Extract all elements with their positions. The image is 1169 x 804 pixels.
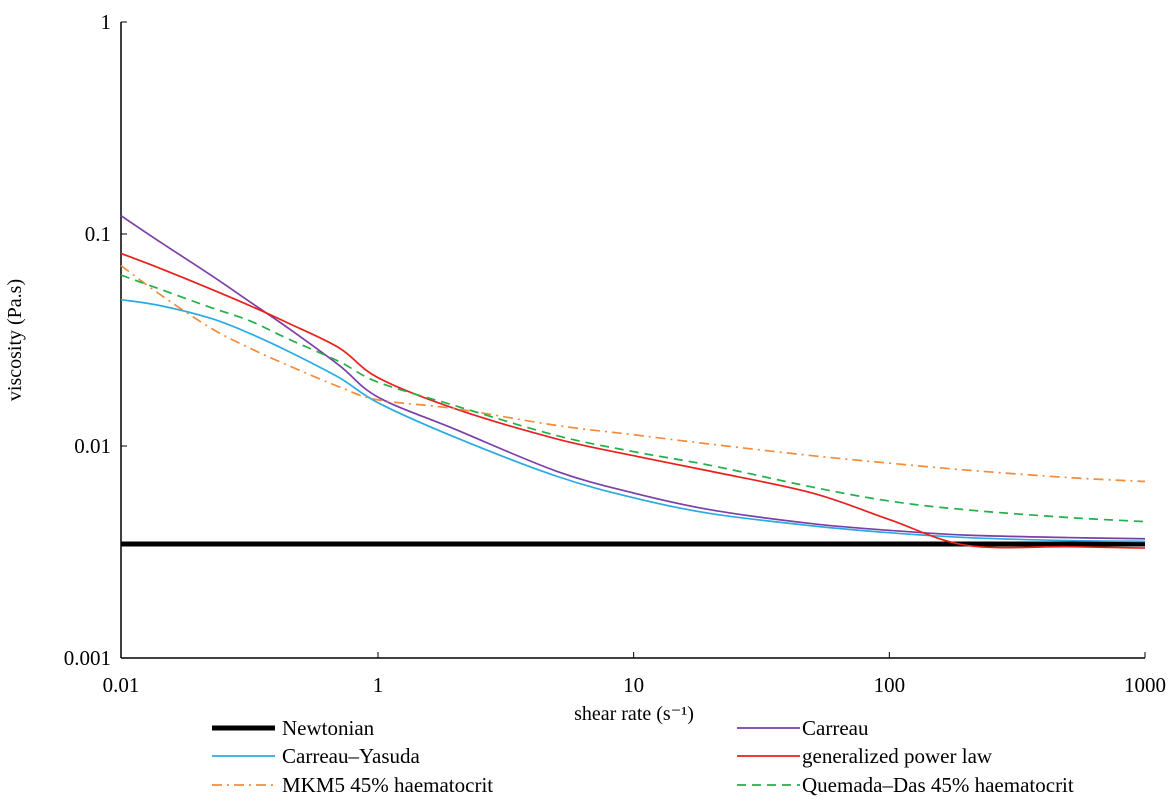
x-axis-title: shear rate (s⁻¹) [574, 703, 694, 725]
legend-item: generalized power law [737, 744, 993, 768]
series-line-carreau-yasuda [120, 298, 1146, 543]
y-tick-label: 0.001 [64, 646, 111, 670]
legend-label: Quemada–Das 45% haematocrit [802, 773, 1074, 797]
legend-label: Carreau–Yasuda [282, 744, 421, 768]
y-tick-labels: 1 0.1 0.01 0.001 [64, 10, 127, 670]
y-tick-label: 1 [101, 10, 112, 34]
legend-label: Carreau [802, 716, 869, 740]
series-line-mkm5-45-haematocrit [120, 264, 1146, 483]
x-tick-label: 10 [623, 673, 644, 697]
legend-item: Quemada–Das 45% haematocrit [737, 773, 1074, 797]
series-line-quemada-das-45-haematocrit [120, 274, 1146, 523]
y-axis-title: viscosity (Pa.s) [4, 279, 26, 401]
legend-item: Newtonian [212, 716, 375, 740]
legend: Newtonian Carreau Carreau–Yasuda generalize… [212, 716, 1074, 797]
x-tick-label: 0.01 [103, 673, 140, 697]
legend-label: Newtonian [282, 716, 375, 740]
x-tick-label: 1000 [1124, 673, 1166, 697]
x-tick-labels: 0.01 1 10 100 1000 [103, 652, 1166, 697]
legend-item: MKM5 45% haematocrit [212, 773, 493, 797]
axes [120, 22, 1145, 659]
legend-item: Carreau [737, 716, 869, 740]
x-tick-label: 100 [874, 673, 906, 697]
legend-item: Carreau–Yasuda [212, 744, 421, 768]
series-lines [120, 214, 1146, 549]
series-line-generalized-power-law [120, 252, 1146, 549]
legend-label: generalized power law [802, 744, 993, 768]
y-tick-label: 0.1 [85, 222, 111, 246]
y-tick-label: 0.01 [74, 434, 111, 458]
legend-label: MKM5 45% haematocrit [282, 773, 493, 797]
series-line-carreau [120, 214, 1146, 540]
x-tick-label: 1 [373, 673, 384, 697]
